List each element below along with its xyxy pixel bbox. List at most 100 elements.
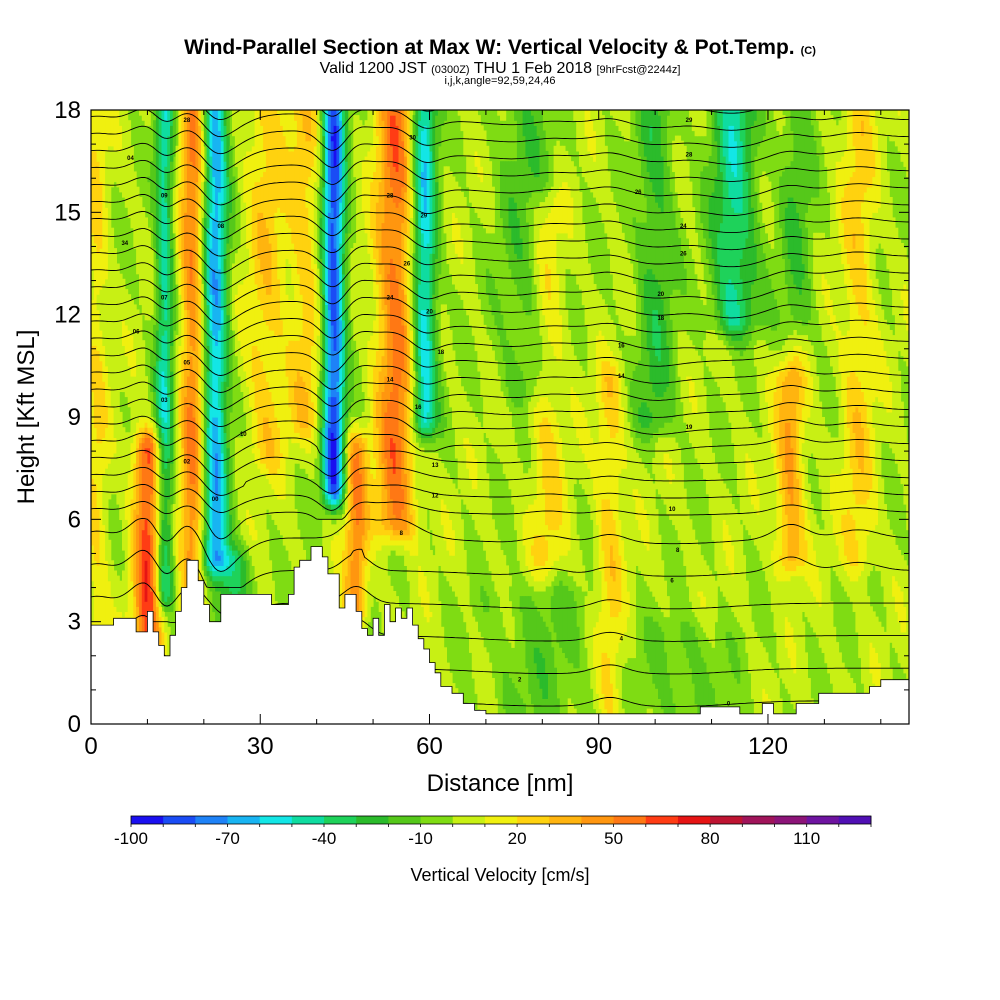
velocity-cell: [892, 534, 896, 577]
velocity-cell: [282, 498, 287, 546]
velocity-cell: [559, 524, 563, 556]
velocity-cell: [680, 140, 684, 218]
velocity-cell: [852, 519, 856, 566]
velocity-cell: [463, 437, 467, 449]
velocity-cell: [246, 248, 250, 275]
velocity-cell: [265, 478, 270, 510]
velocity-cell: [502, 330, 507, 362]
velocity-cell: [367, 580, 371, 623]
velocity-cell: [846, 509, 851, 561]
velocity-cell: [643, 616, 648, 653]
velocity-cell: [799, 335, 803, 346]
velocity-cell: [759, 642, 763, 724]
velocity-cell: [855, 406, 859, 459]
velocity-cell: [604, 417, 608, 500]
velocity-cell: [265, 468, 270, 479]
velocity-cell: [384, 304, 388, 377]
velocity-cell: [728, 324, 732, 331]
velocity-cell: [460, 386, 464, 500]
velocity-cell: [799, 345, 803, 362]
velocity-cell: [395, 534, 399, 541]
velocity-cell: [632, 370, 636, 428]
velocity-cell: [232, 539, 236, 551]
velocity-cell: [277, 335, 281, 428]
velocity-cell: [356, 115, 360, 352]
velocity-cell: [801, 575, 806, 612]
velocity-cell: [539, 652, 543, 689]
contour-label: 6: [670, 579, 674, 585]
velocity-cell: [291, 299, 295, 341]
velocity-cell: [217, 406, 222, 444]
velocity-cell: [900, 401, 904, 485]
velocity-cell: [815, 376, 820, 469]
velocity-cell: [226, 565, 230, 577]
velocity-cell: [342, 273, 346, 321]
velocity-cell: [463, 550, 467, 623]
velocity-cell: [141, 529, 146, 618]
velocity-cell: [751, 125, 755, 208]
velocity-cell: [841, 110, 845, 157]
velocity-cell: [514, 442, 518, 531]
velocity-cell: [556, 273, 560, 362]
velocity-cell: [432, 350, 436, 428]
velocity-cell: [768, 662, 772, 699]
velocity-cell: [285, 145, 289, 224]
velocity-cell: [686, 161, 690, 239]
theta-contour-line: [91, 548, 909, 589]
velocity-cell: [432, 294, 436, 311]
velocity-cell: [697, 647, 701, 715]
velocity-cell: [612, 580, 617, 618]
velocity-cell: [801, 335, 806, 352]
velocity-cell: [790, 360, 794, 367]
velocity-cell: [799, 473, 803, 566]
velocity-cell: [155, 406, 160, 423]
velocity-cell: [342, 319, 346, 387]
velocity-cell: [466, 468, 470, 510]
velocity-cell: [155, 360, 160, 408]
velocity-cell: [731, 544, 735, 577]
velocity-cell: [615, 360, 619, 377]
velocity-cell: [533, 647, 538, 664]
velocity-cell: [161, 473, 165, 520]
velocity-cell: [147, 110, 151, 126]
velocity-cell: [294, 120, 298, 147]
velocity-cell: [545, 524, 549, 541]
velocity-cell: [787, 197, 792, 259]
velocity-cell: [246, 524, 250, 546]
velocity-cell: [720, 110, 724, 172]
velocity-cell: [387, 401, 391, 485]
velocity-cell: [900, 591, 904, 633]
velocity-cell: [147, 447, 151, 464]
velocity-cell: [409, 452, 414, 515]
velocity-cell: [260, 473, 264, 607]
velocity-cell: [401, 370, 405, 490]
velocity-cell: [666, 345, 670, 387]
velocity-cell: [432, 452, 436, 546]
velocity-cell: [155, 110, 160, 259]
velocity-cell: [728, 570, 732, 607]
velocity-cell: [660, 212, 665, 300]
velocity-cell: [787, 570, 792, 582]
velocity-cell: [195, 181, 199, 423]
theta-contour-line: [204, 110, 756, 121]
velocity-cell: [531, 171, 535, 193]
velocity-cell: [587, 591, 591, 669]
velocity-cell: [601, 115, 605, 224]
velocity-cell: [392, 110, 397, 116]
velocity-cell: [226, 135, 230, 178]
velocity-cell: [694, 396, 698, 413]
velocity-cell: [615, 652, 619, 689]
velocity-cell: [548, 529, 552, 572]
velocity-cell: [615, 376, 619, 433]
velocity-cell: [277, 468, 281, 500]
velocity-cell: [178, 345, 182, 387]
velocity-cell: [274, 232, 278, 336]
velocity-cell: [519, 596, 524, 613]
velocity-cell: [731, 207, 735, 285]
velocity-cell: [209, 248, 213, 295]
velocity-cell: [652, 273, 656, 311]
velocity-cell: [387, 529, 391, 536]
velocity-cell: [333, 498, 337, 505]
velocity-cell: [192, 166, 196, 352]
velocity-cell: [869, 186, 873, 218]
